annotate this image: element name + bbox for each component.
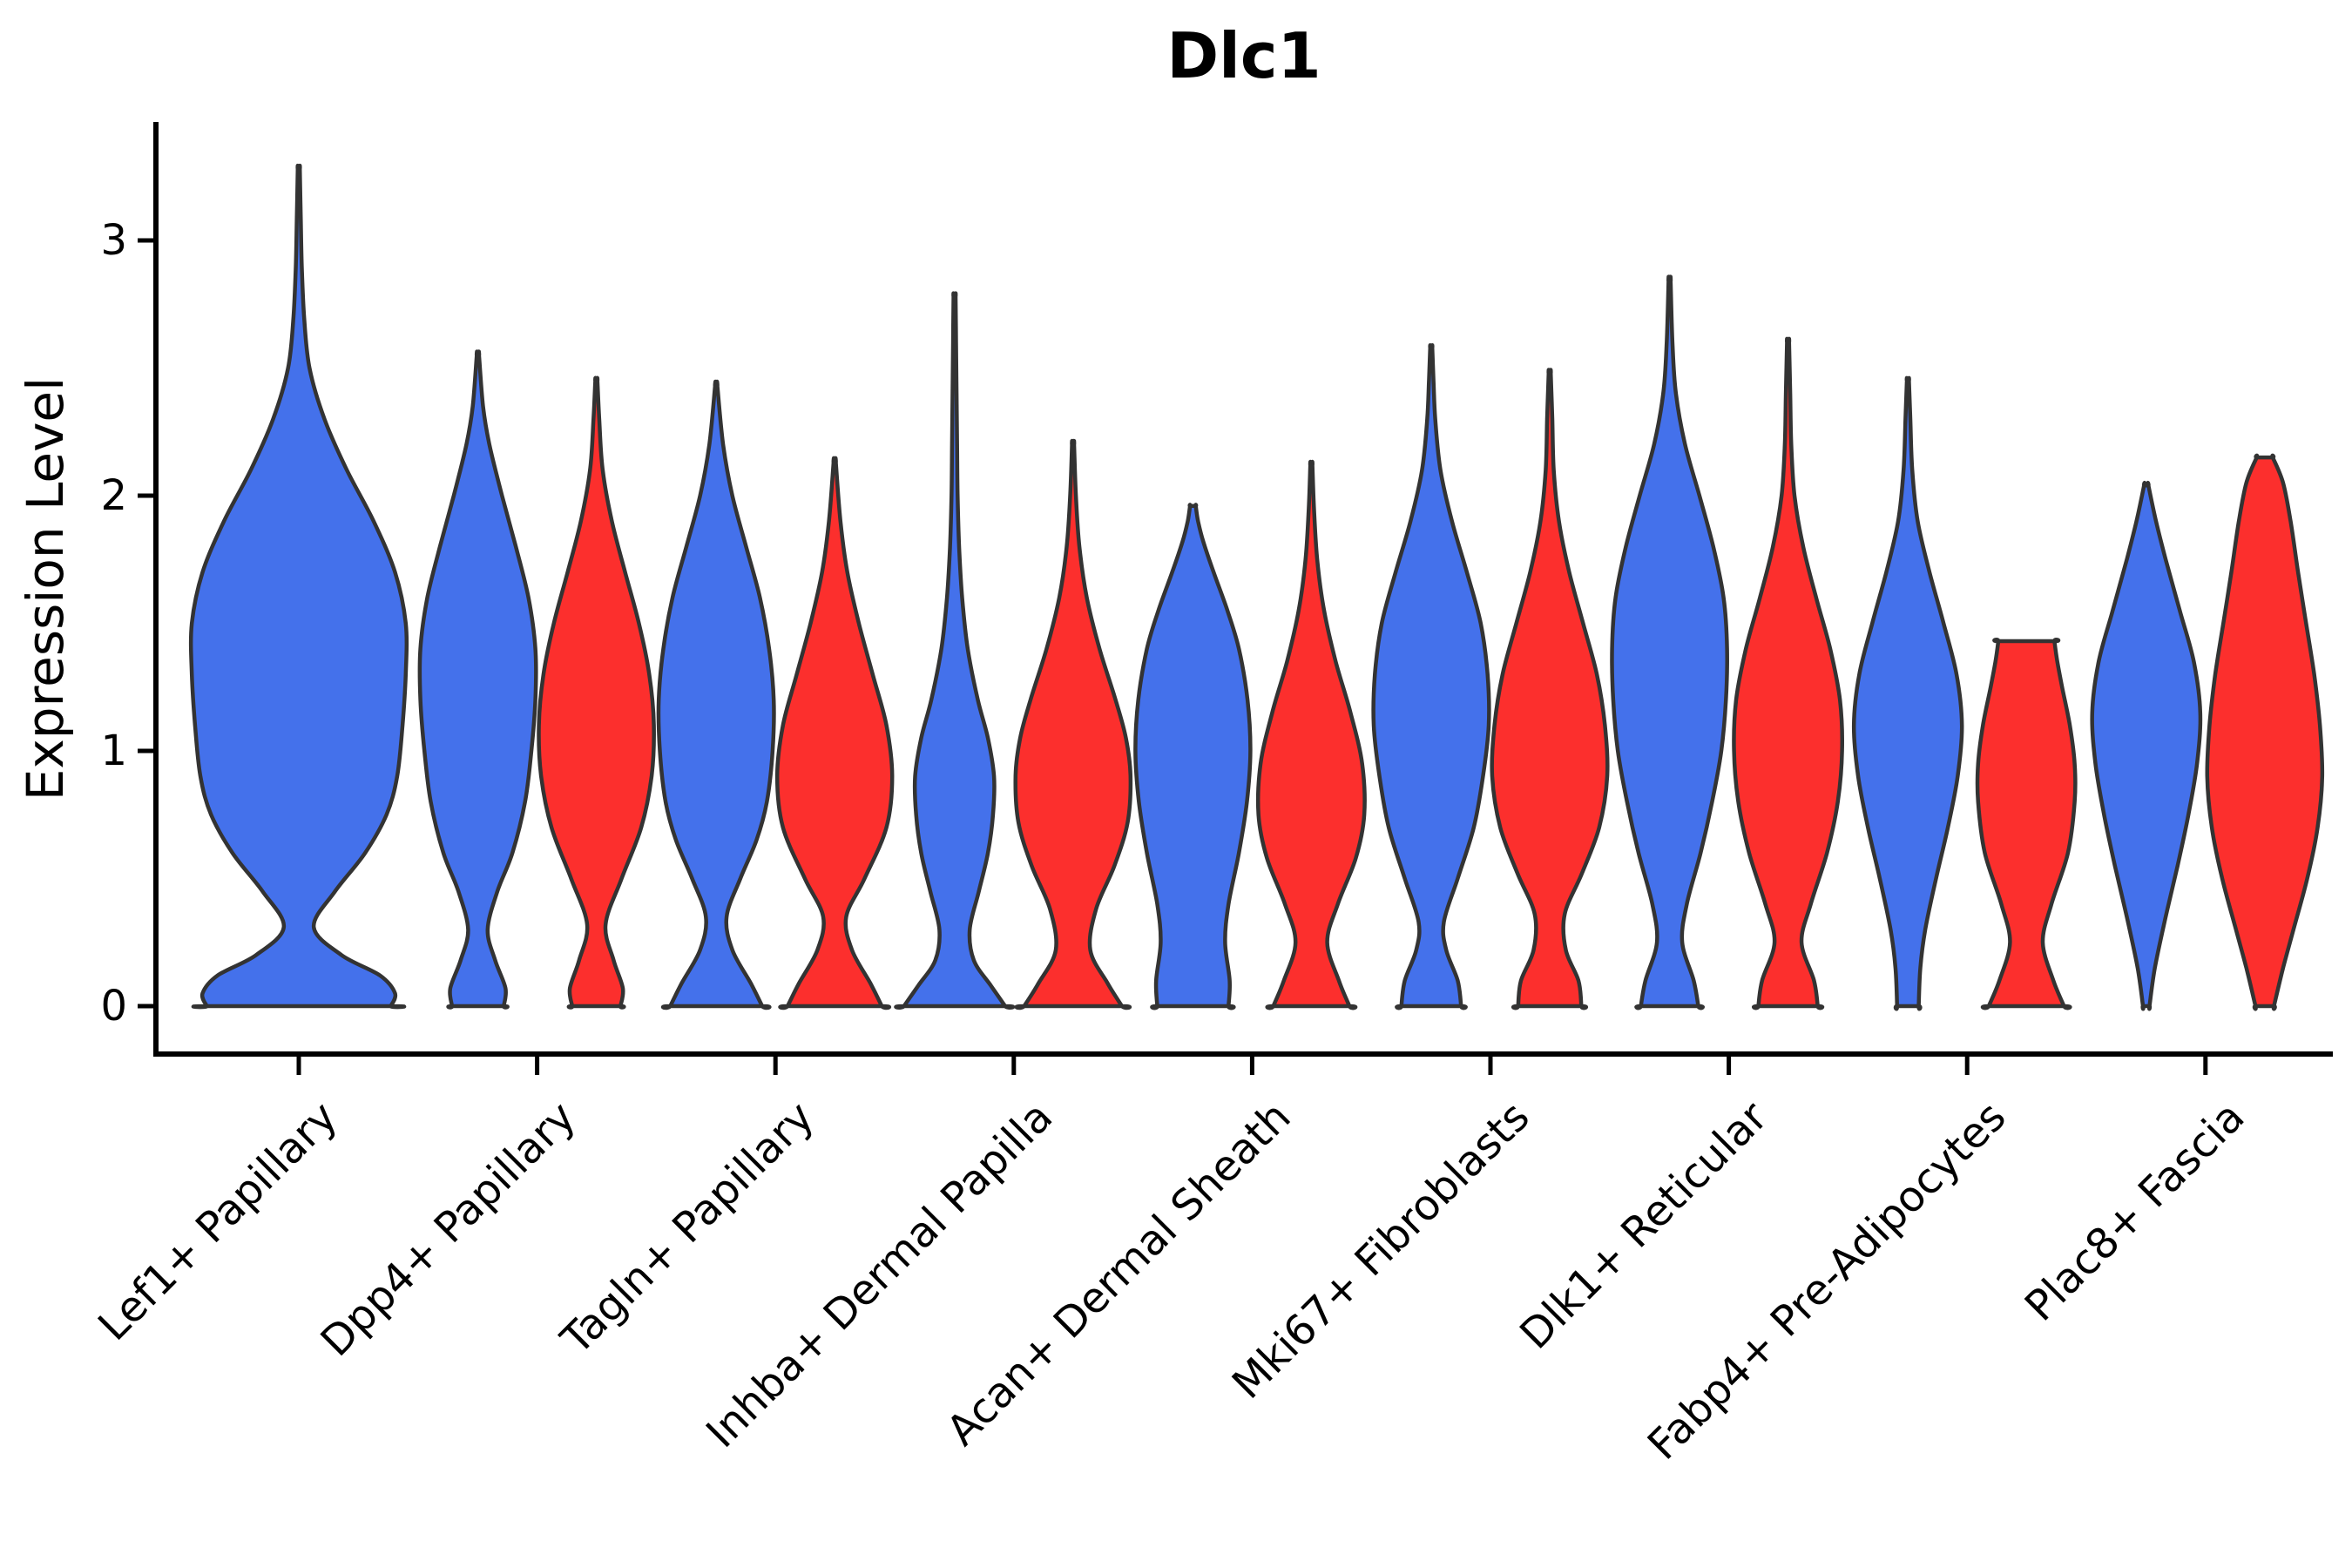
violin-red-inhba-dermal-papilla: [1013, 438, 1133, 1010]
y-tick-label: 1: [100, 727, 127, 775]
violin-red-tagln-papillary: [774, 456, 895, 1010]
violin-red-acan-dermal-sheath: [1255, 459, 1367, 1010]
y-tick-label: 3: [100, 216, 127, 265]
violin-blue-dpp4-papillary: [417, 349, 538, 1010]
violin-shapes: [188, 163, 2325, 1011]
violin-blue-plac8-fascia: [2090, 481, 2203, 1011]
y-tick-label: 0: [100, 982, 127, 1031]
violin-red-mki67-fibroblasts: [1490, 368, 1610, 1010]
violin-blue-mki67-fibroblasts: [1371, 343, 1491, 1010]
violin-blue-inhba-dermal-papilla: [894, 291, 1016, 1010]
violin-red-dpp4-papillary: [537, 375, 656, 1010]
violin-blue-lef1-papillary: [188, 163, 409, 1010]
violin-blue-acan-dermal-sheath: [1133, 503, 1253, 1010]
y-axis-tick-marks: [138, 238, 153, 1009]
violin-red-fabp4-pre-adipocytes: [1975, 638, 2078, 1010]
violin-red-plac8-fascia: [2205, 453, 2325, 1011]
violin-red-dlk1-reticular: [1732, 336, 1844, 1010]
chart-title: Dlc1: [1166, 19, 1321, 92]
y-tick-label: 2: [100, 471, 127, 520]
violin-blue-fabp4-pre-adipocytes: [1851, 375, 1964, 1011]
violin-blue-tagln-papillary: [656, 379, 776, 1010]
x-axis-tick-marks: [296, 1057, 2208, 1075]
violin-blue-dlk1-reticular: [1610, 274, 1729, 1010]
